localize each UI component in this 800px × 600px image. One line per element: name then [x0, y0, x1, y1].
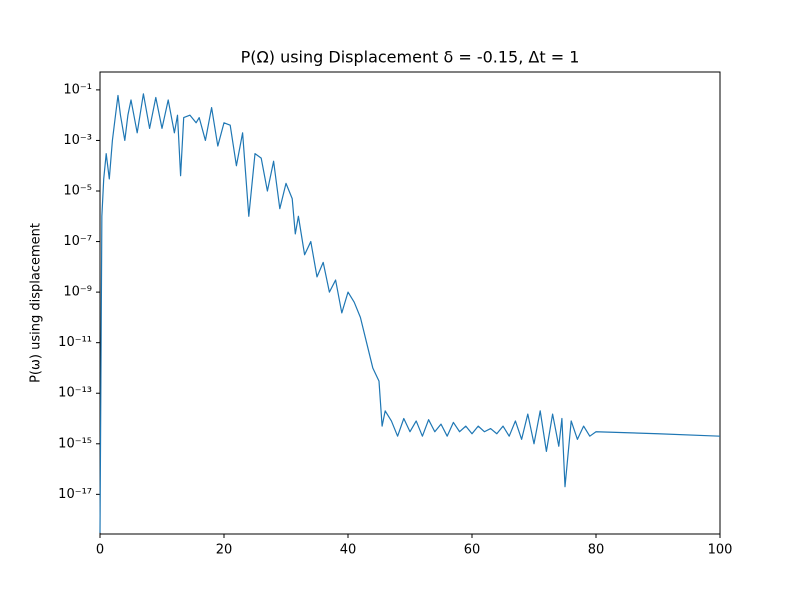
- y-tick-label: 10⁻³: [63, 133, 92, 148]
- y-tick-label: 10⁻¹: [63, 82, 92, 97]
- y-axis-label: P(ω) using displacement: [29, 223, 44, 383]
- y-tick-label: 10⁻¹⁷: [58, 487, 92, 502]
- chart-title: P(Ω) using Displacement δ = -0.15, Δt = …: [241, 48, 580, 67]
- x-tick-label: 40: [340, 543, 357, 558]
- x-tick-label: 100: [708, 543, 733, 558]
- x-tick-label: 60: [464, 543, 481, 558]
- y-tick-label: 10⁻¹³: [58, 386, 92, 401]
- x-tick-label: 0: [96, 543, 104, 558]
- data-line: [99, 93, 721, 533]
- y-tick-label: 10⁻¹⁵: [58, 436, 92, 451]
- y-tick-label: 10⁻⁷: [63, 234, 92, 249]
- x-tick-label: 20: [216, 543, 233, 558]
- x-tick-label: 80: [588, 543, 605, 558]
- y-tick-label: 10⁻¹¹: [58, 335, 92, 350]
- y-tick-label: 10⁻⁹: [63, 285, 92, 300]
- y-tick-label: 10⁻⁵: [63, 184, 92, 199]
- axes-frame: [99, 71, 721, 535]
